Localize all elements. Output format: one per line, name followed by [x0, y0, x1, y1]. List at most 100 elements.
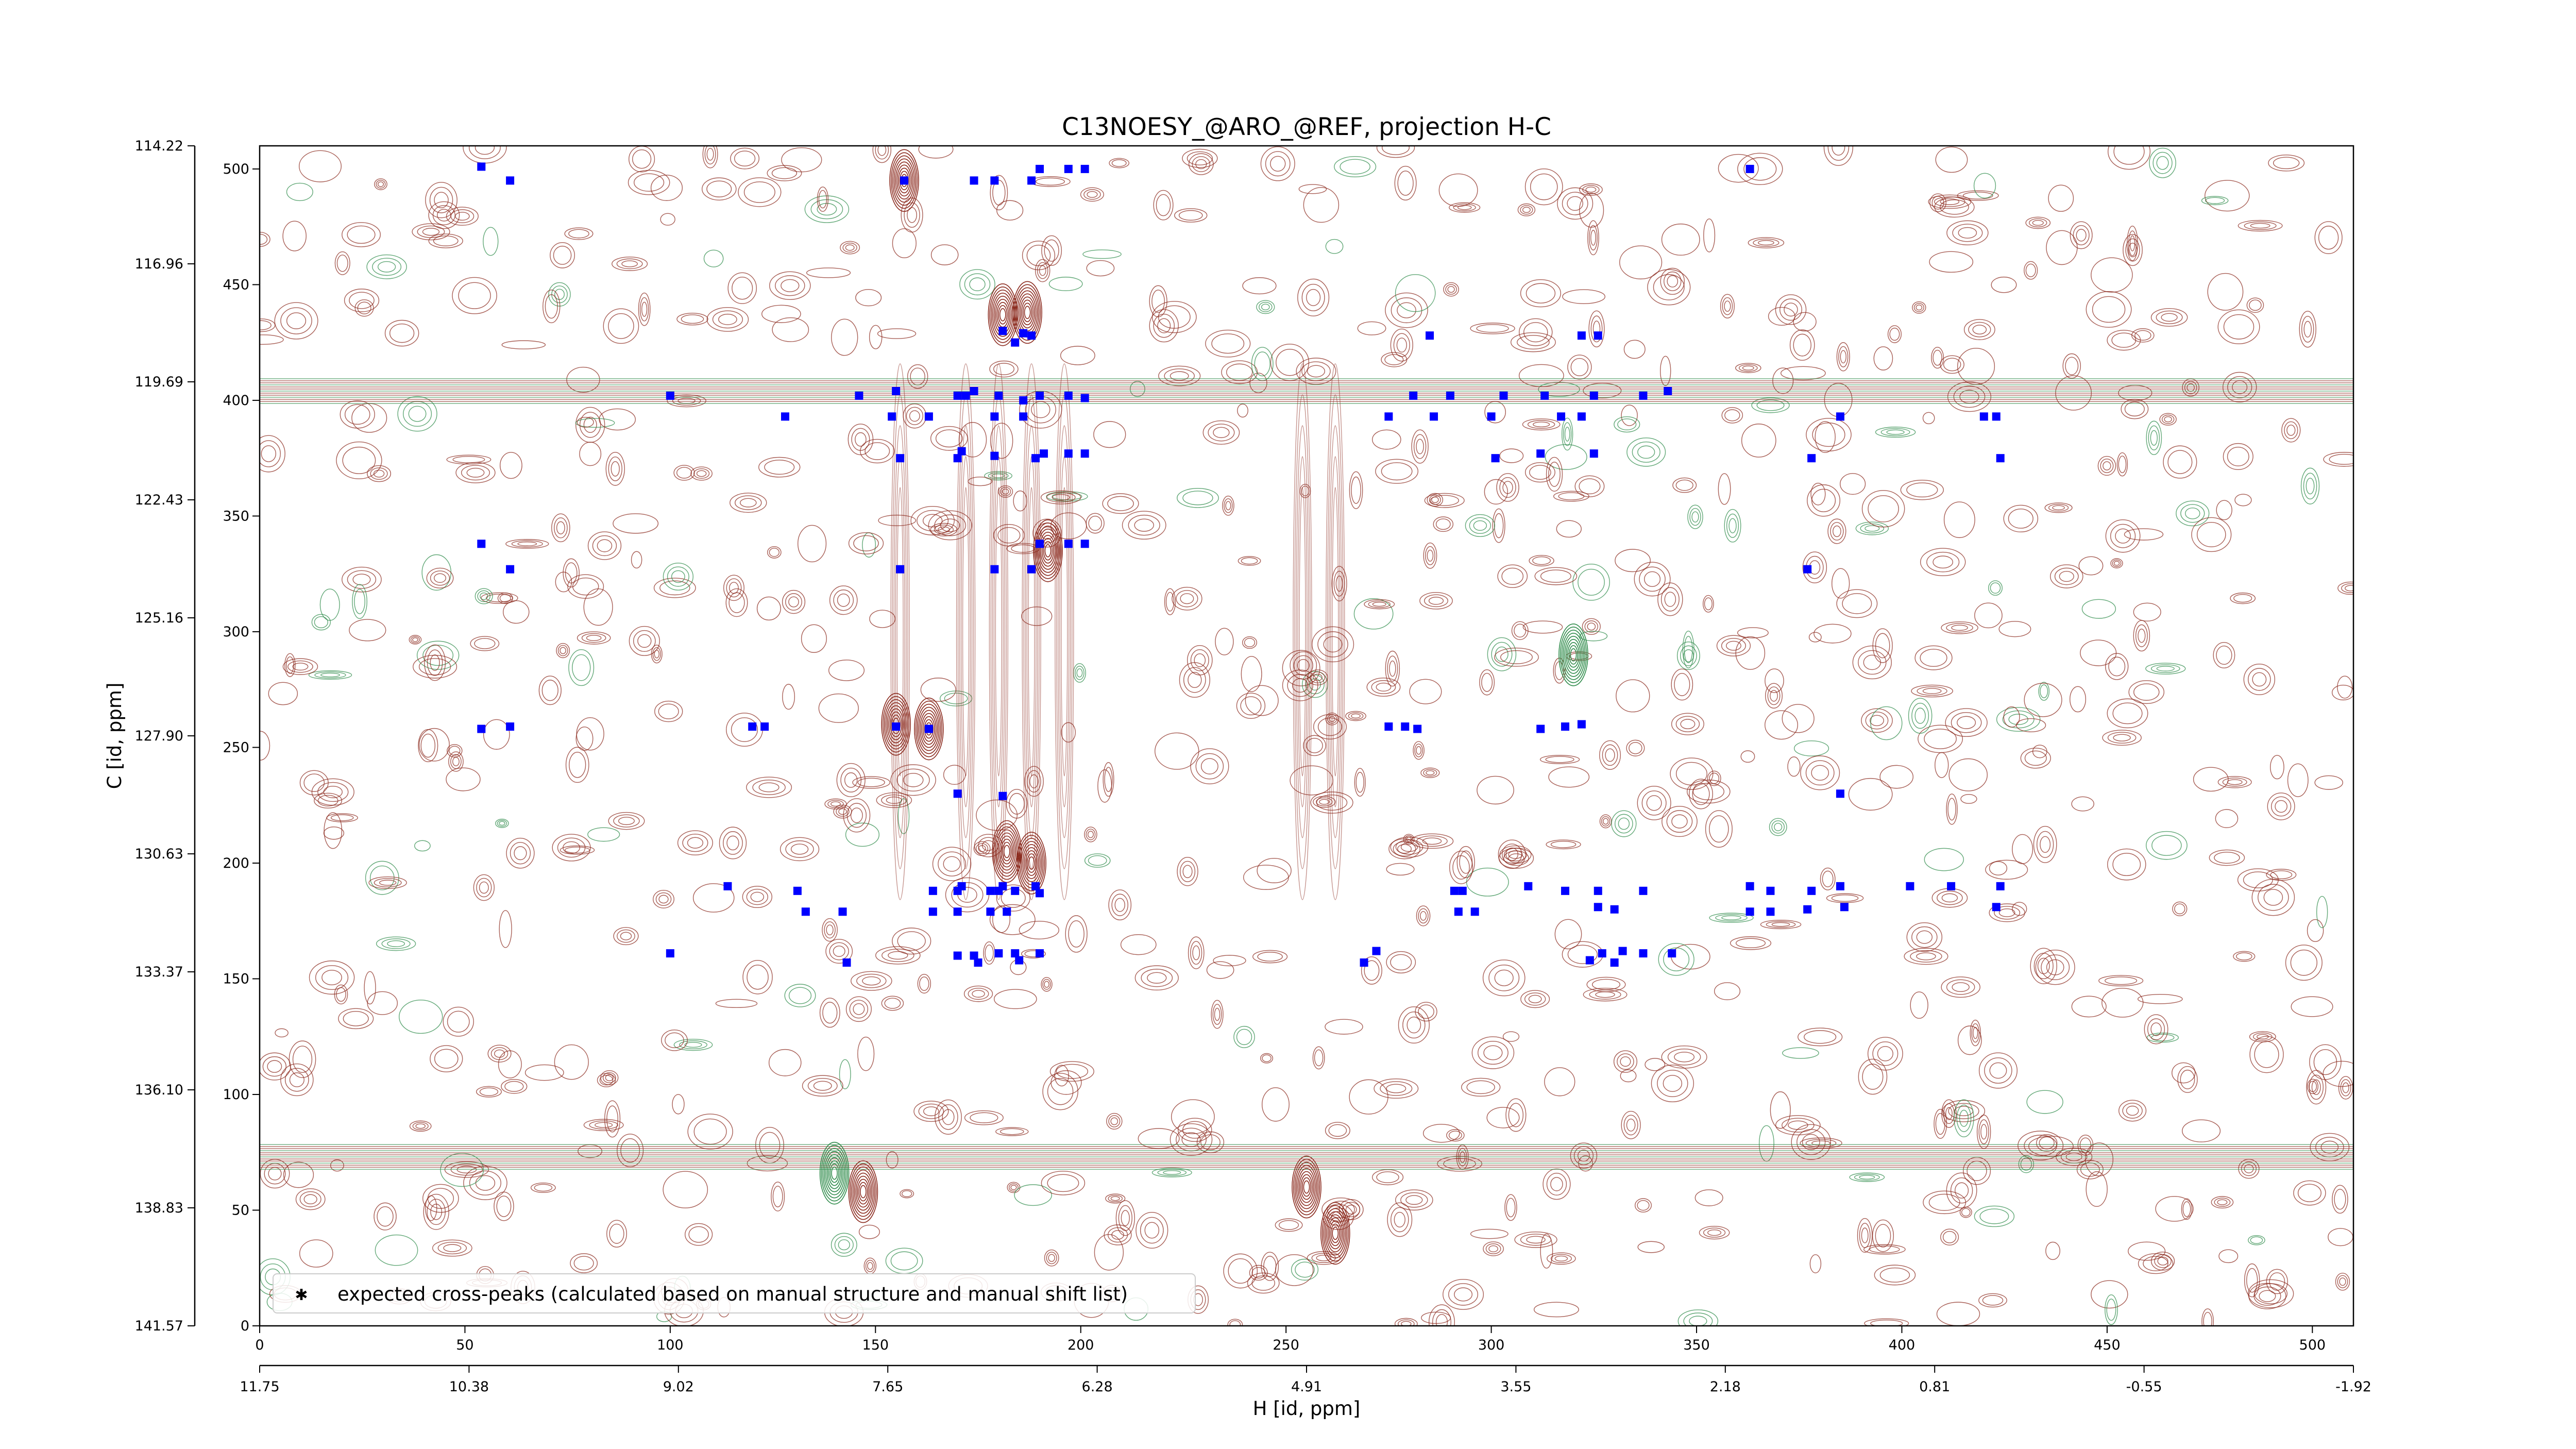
noise-contour: [932, 847, 972, 881]
noise-contour: [1242, 636, 1258, 649]
blob-contour: [997, 832, 1016, 871]
noise-contour: [1035, 259, 1050, 282]
noise-contour: [890, 1251, 918, 1271]
noise-contour: [1211, 333, 1245, 354]
noise-contour: [1353, 598, 1394, 630]
blob-contour: [1330, 1223, 1340, 1243]
noise-contour: [1261, 1252, 1279, 1281]
blob-contour: [1021, 299, 1034, 326]
peak-marker: [1487, 412, 1496, 421]
noise-contour: [937, 526, 950, 533]
noise-contour: [817, 187, 829, 212]
noise-contour: [379, 880, 397, 886]
noise-contour: [976, 843, 989, 854]
y-tick-label: 250: [223, 739, 249, 755]
noise-contour: [1190, 649, 1209, 671]
noise-contour: [1913, 302, 1924, 312]
x-tick-label: 200: [1067, 1337, 1094, 1353]
noise-contour: [2112, 702, 2143, 724]
noise-contour: [1978, 1119, 1989, 1144]
noise-contour: [1229, 1320, 1241, 1326]
noise-contour: [2149, 147, 2176, 178]
noise-contour: [658, 703, 679, 719]
noise-contour: [1940, 198, 1960, 205]
noise-contour: [1704, 597, 1713, 611]
noise-contour: [865, 1259, 875, 1272]
noise-contour: [1626, 1118, 1636, 1132]
noise-contour: [1394, 165, 1417, 200]
noise-contour: [1779, 298, 1802, 321]
noise-contour: [2259, 1290, 2276, 1302]
noise-contour: [2150, 430, 2158, 446]
noise-contour: [1724, 509, 1741, 543]
noise-contour: [1683, 649, 1694, 663]
noise-contour: [1140, 1217, 1164, 1244]
noise-contour: [613, 513, 659, 534]
noise-contour: [1225, 501, 1231, 511]
noise-contour: [1808, 632, 1822, 643]
noise-contour: [673, 465, 695, 481]
noise-contour: [1941, 621, 1978, 634]
noise-contour: [877, 146, 887, 156]
noise-contour: [1202, 420, 1240, 445]
noise-contour: [418, 728, 450, 762]
noise-contour: [913, 1101, 949, 1122]
noise-contour: [1889, 327, 1900, 341]
y-tick-label: 300: [223, 624, 249, 640]
noise-contour: [650, 175, 683, 201]
noise-contour: [1438, 173, 1478, 207]
noise-contour: [1371, 680, 1396, 694]
noise-contour: [1547, 1252, 1576, 1265]
noise-contour: [1820, 867, 1836, 890]
noise-contour: [1430, 495, 1460, 506]
noise-contour: [317, 795, 338, 806]
noise-contour: [2115, 528, 2131, 544]
noise-contour: [1770, 1091, 1791, 1129]
peak-marker: [748, 722, 757, 731]
noise-contour: [555, 571, 572, 593]
noise-contour: [1488, 964, 1520, 991]
peak-marker: [974, 958, 982, 967]
blob-contour: [1025, 850, 1038, 876]
noise-contour: [1328, 1124, 1347, 1137]
noise-contour: [1068, 920, 1084, 948]
noise-contour: [1466, 1080, 1495, 1094]
noise-contour: [1550, 1177, 1563, 1191]
noise-contour: [2182, 1119, 2221, 1142]
noise-contour: [782, 589, 806, 614]
noise-contour: [1211, 1000, 1224, 1029]
noise-contour: [935, 429, 963, 448]
noise-contour: [352, 584, 367, 619]
noise-contour: [2340, 1079, 2351, 1097]
noise-contour: [565, 562, 578, 584]
noise-contour: [1617, 418, 1637, 431]
noise-contour: [1151, 290, 1165, 313]
noise-contour: [1660, 267, 1685, 295]
noise-contour: [1432, 1309, 1452, 1326]
noise-contour: [2285, 945, 2323, 981]
noise-contour: [829, 585, 858, 615]
noise-contour: [1088, 515, 1102, 531]
noise-contour: [1702, 595, 1714, 613]
blob-contour: [1012, 281, 1042, 344]
noise-contour: [1943, 358, 1961, 372]
peak-marker: [1036, 949, 1044, 958]
noise-contour: [563, 558, 580, 587]
noise-contour: [1080, 187, 1105, 202]
noise-contour: [1107, 496, 1134, 511]
noise-contour: [342, 446, 376, 474]
noise-contour: [608, 812, 645, 830]
noise-contour: [1397, 171, 1414, 196]
noise-contour: [2106, 1299, 2116, 1321]
noise-contour: [2071, 796, 2094, 812]
noise-contour: [1935, 146, 1968, 173]
noise-contour: [2218, 1249, 2239, 1263]
noise-contour: [1933, 555, 1954, 569]
blob-contour: [859, 1185, 867, 1199]
noise-contour: [1499, 845, 1532, 864]
peak-marker: [994, 949, 1003, 958]
noise-contour: [575, 407, 605, 443]
noise-contour: [2091, 1280, 2128, 1309]
noise-contour: [684, 1042, 702, 1048]
noise-contour: [1989, 903, 2025, 922]
